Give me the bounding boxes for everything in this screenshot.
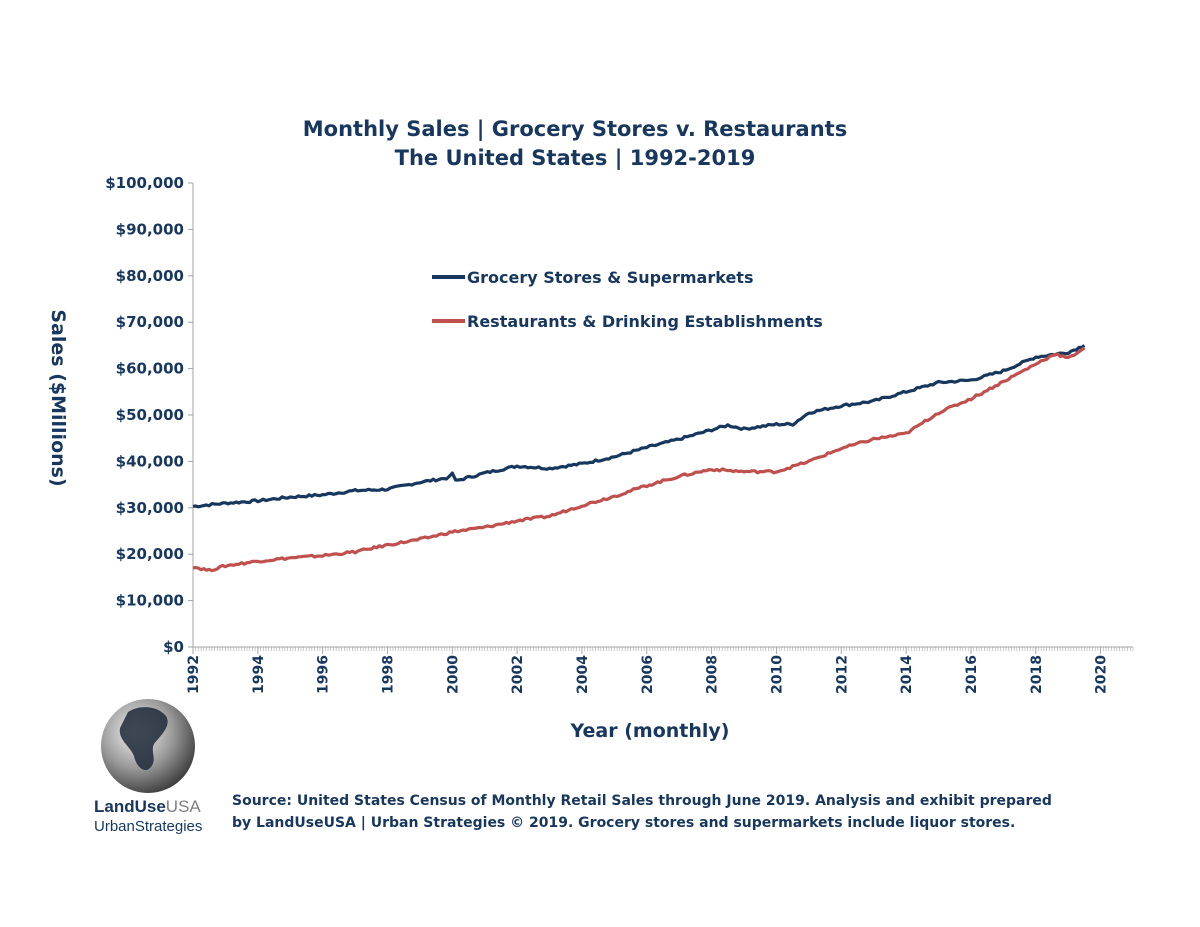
x-tick-label: 2018 <box>1029 655 1045 694</box>
x-axis: 1992 1994 1996 1998 2000 2002 2004 2006 2008 2010… <box>186 646 1134 694</box>
source-note: Source: United States Census of Monthly … <box>232 793 1052 831</box>
continent-icon <box>119 707 168 771</box>
y-tick-label: $20,000 <box>116 545 184 563</box>
x-tick-label: 2000 <box>445 655 461 694</box>
x-tick-label: 1998 <box>380 655 396 694</box>
x-tick-label: 2014 <box>899 655 915 694</box>
y-tick-label: $100,000 <box>105 174 184 192</box>
y-tick-label: $50,000 <box>116 406 184 424</box>
x-axis-label: Year (monthly) <box>570 720 730 742</box>
legend: Grocery Stores & Supermarkets Restaurant… <box>432 268 823 331</box>
y-tick-label: $10,000 <box>116 592 184 610</box>
y-tick-label: $90,000 <box>116 220 184 238</box>
x-tick-label: 2020 <box>1094 655 1110 694</box>
y-tick-label: $70,000 <box>116 313 184 331</box>
x-tick-label: 1992 <box>186 655 202 694</box>
x-tick-label: 2016 <box>964 655 980 694</box>
x-tick-label: 2010 <box>769 655 785 694</box>
x-tick-label: 2006 <box>640 655 656 694</box>
y-tick-label: $80,000 <box>116 267 184 285</box>
series-line-grocery <box>192 344 1086 509</box>
y-tick-label: $60,000 <box>116 360 184 378</box>
series-line-restaurants <box>192 346 1086 573</box>
y-tick-label: $0 <box>163 638 184 656</box>
logo-tagline: UrbanStrategies <box>94 818 202 835</box>
x-tick-label: 2004 <box>575 655 591 694</box>
chart-title: Monthly Sales | Grocery Stores v. Restau… <box>303 117 847 142</box>
x-tick-label: 2002 <box>510 655 526 694</box>
logo: LandUseUSA UrbanStrategies <box>94 699 202 835</box>
x-tick-label: 1996 <box>316 655 332 694</box>
y-axis: $0 $10,000 $20,000 $30,000 $40,000 $50,000 $60… <box>105 174 194 656</box>
legend-label-restaurants: Restaurants & Drinking Establishments <box>467 312 823 331</box>
x-tick-label: 1994 <box>251 655 267 694</box>
chart-subtitle: The United States | 1992-2019 <box>395 146 756 171</box>
series-layer <box>192 344 1086 573</box>
x-tick-label: 2008 <box>705 655 721 694</box>
logo-name: LandUseUSA <box>94 797 201 816</box>
legend-label-grocery: Grocery Stores & Supermarkets <box>467 268 753 287</box>
y-axis-label: Sales ($Millions) <box>47 309 69 486</box>
x-tick-label: 2012 <box>834 655 850 694</box>
y-tick-label: $40,000 <box>116 452 184 470</box>
y-tick-label: $30,000 <box>116 499 184 517</box>
